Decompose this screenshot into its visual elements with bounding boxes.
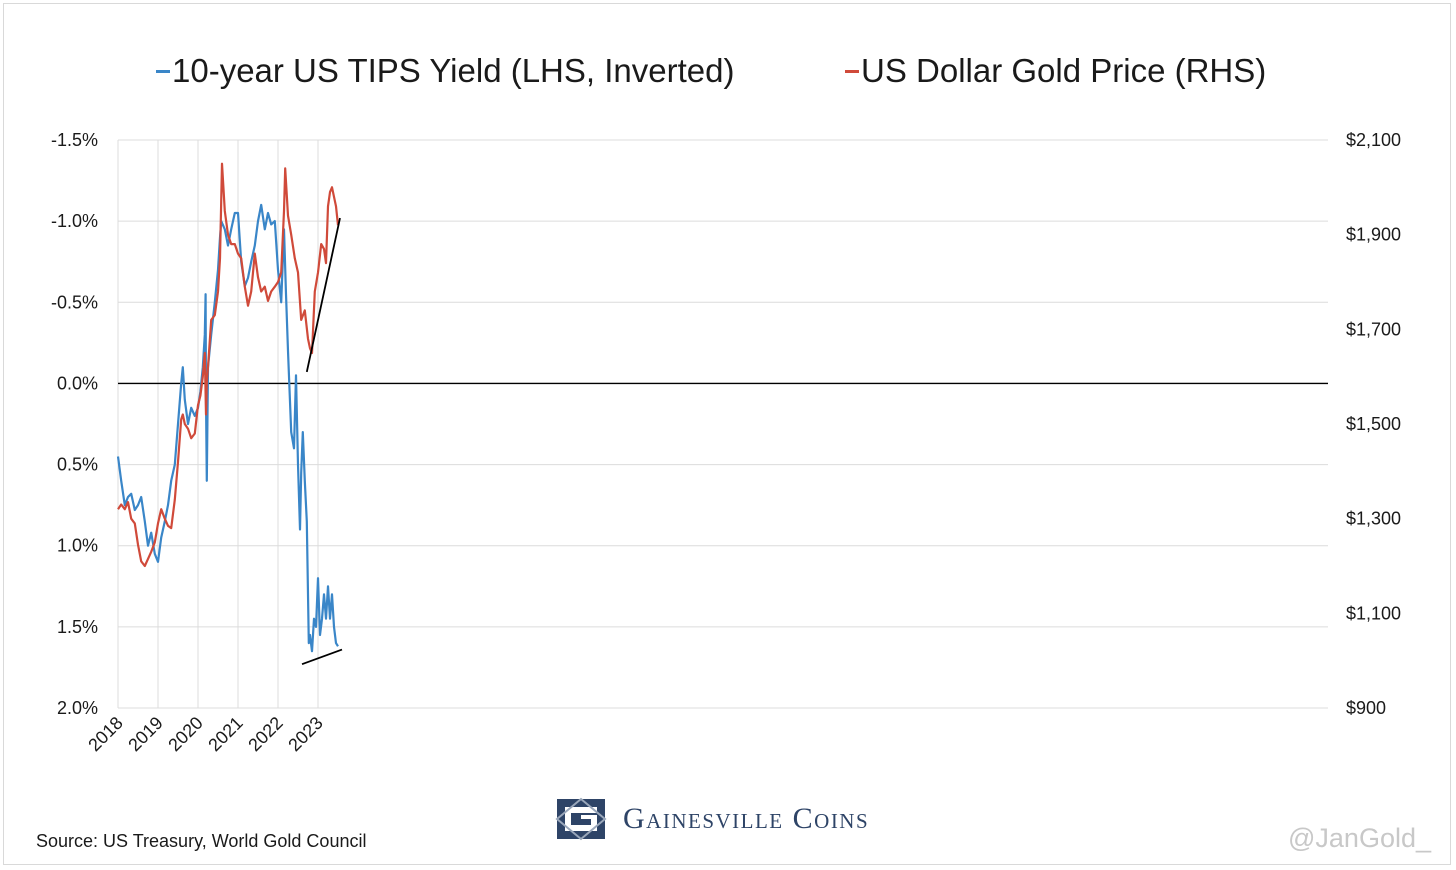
x-tick-label: 2020 <box>164 713 206 755</box>
y-left-tick-label: 2.0% <box>57 698 98 718</box>
x-tick-label: 2021 <box>204 713 246 755</box>
y-left-tick-label: 1.0% <box>57 536 98 556</box>
legend-label-tips: 10-year US TIPS Yield (LHS, Inverted) <box>172 52 735 89</box>
y-right-tick-label: $2,100 <box>1346 130 1401 150</box>
series-line-tips <box>116 203 339 653</box>
source-note: Source: US Treasury, World Gold Council <box>36 831 367 851</box>
x-tick-label: 2023 <box>284 713 326 755</box>
legend-item-tips: 10-year US TIPS Yield (LHS, Inverted) <box>156 52 734 90</box>
trendline-tips <box>301 648 343 666</box>
x-tick-label: 2022 <box>244 713 286 755</box>
logo-text: Gainesville Coins <box>623 802 870 835</box>
chart-frame <box>3 3 1451 865</box>
y-right-tick-label: $1,100 <box>1346 603 1401 623</box>
logo-mark-icon <box>555 797 607 841</box>
legend: 10-year US TIPS Yield (LHS, Inverted) US… <box>0 52 1456 98</box>
x-tick-label: 2019 <box>124 713 166 755</box>
y-left-tick-label: 1.5% <box>57 617 98 637</box>
watermark: @JanGold_ <box>1288 823 1431 853</box>
y-right-tick-label: $900 <box>1346 698 1386 718</box>
y-left-tick-label: 0.5% <box>57 455 98 475</box>
legend-swatch-tips <box>156 69 170 73</box>
trendline-gold <box>305 217 341 373</box>
y-left-tick-label: 0.0% <box>57 373 98 393</box>
y-right-tick-label: $1,900 <box>1346 225 1401 245</box>
series-line-gold <box>117 162 340 568</box>
y-right-tick-label: $1,700 <box>1346 319 1401 339</box>
y-right-tick-label: $1,500 <box>1346 414 1401 434</box>
y-left-tick-label: -0.5% <box>51 292 98 312</box>
legend-item-gold: US Dollar Gold Price (RHS) <box>845 52 1266 90</box>
y-right-tick-label: $1,300 <box>1346 509 1401 529</box>
logo: Gainesville Coins <box>553 795 869 843</box>
y-left-tick-label: -1.5% <box>51 130 98 150</box>
legend-swatch-gold <box>845 69 859 73</box>
y-left-tick-label: -1.0% <box>51 211 98 231</box>
x-tick-label: 2018 <box>84 713 126 755</box>
legend-label-gold: US Dollar Gold Price (RHS) <box>861 52 1267 89</box>
